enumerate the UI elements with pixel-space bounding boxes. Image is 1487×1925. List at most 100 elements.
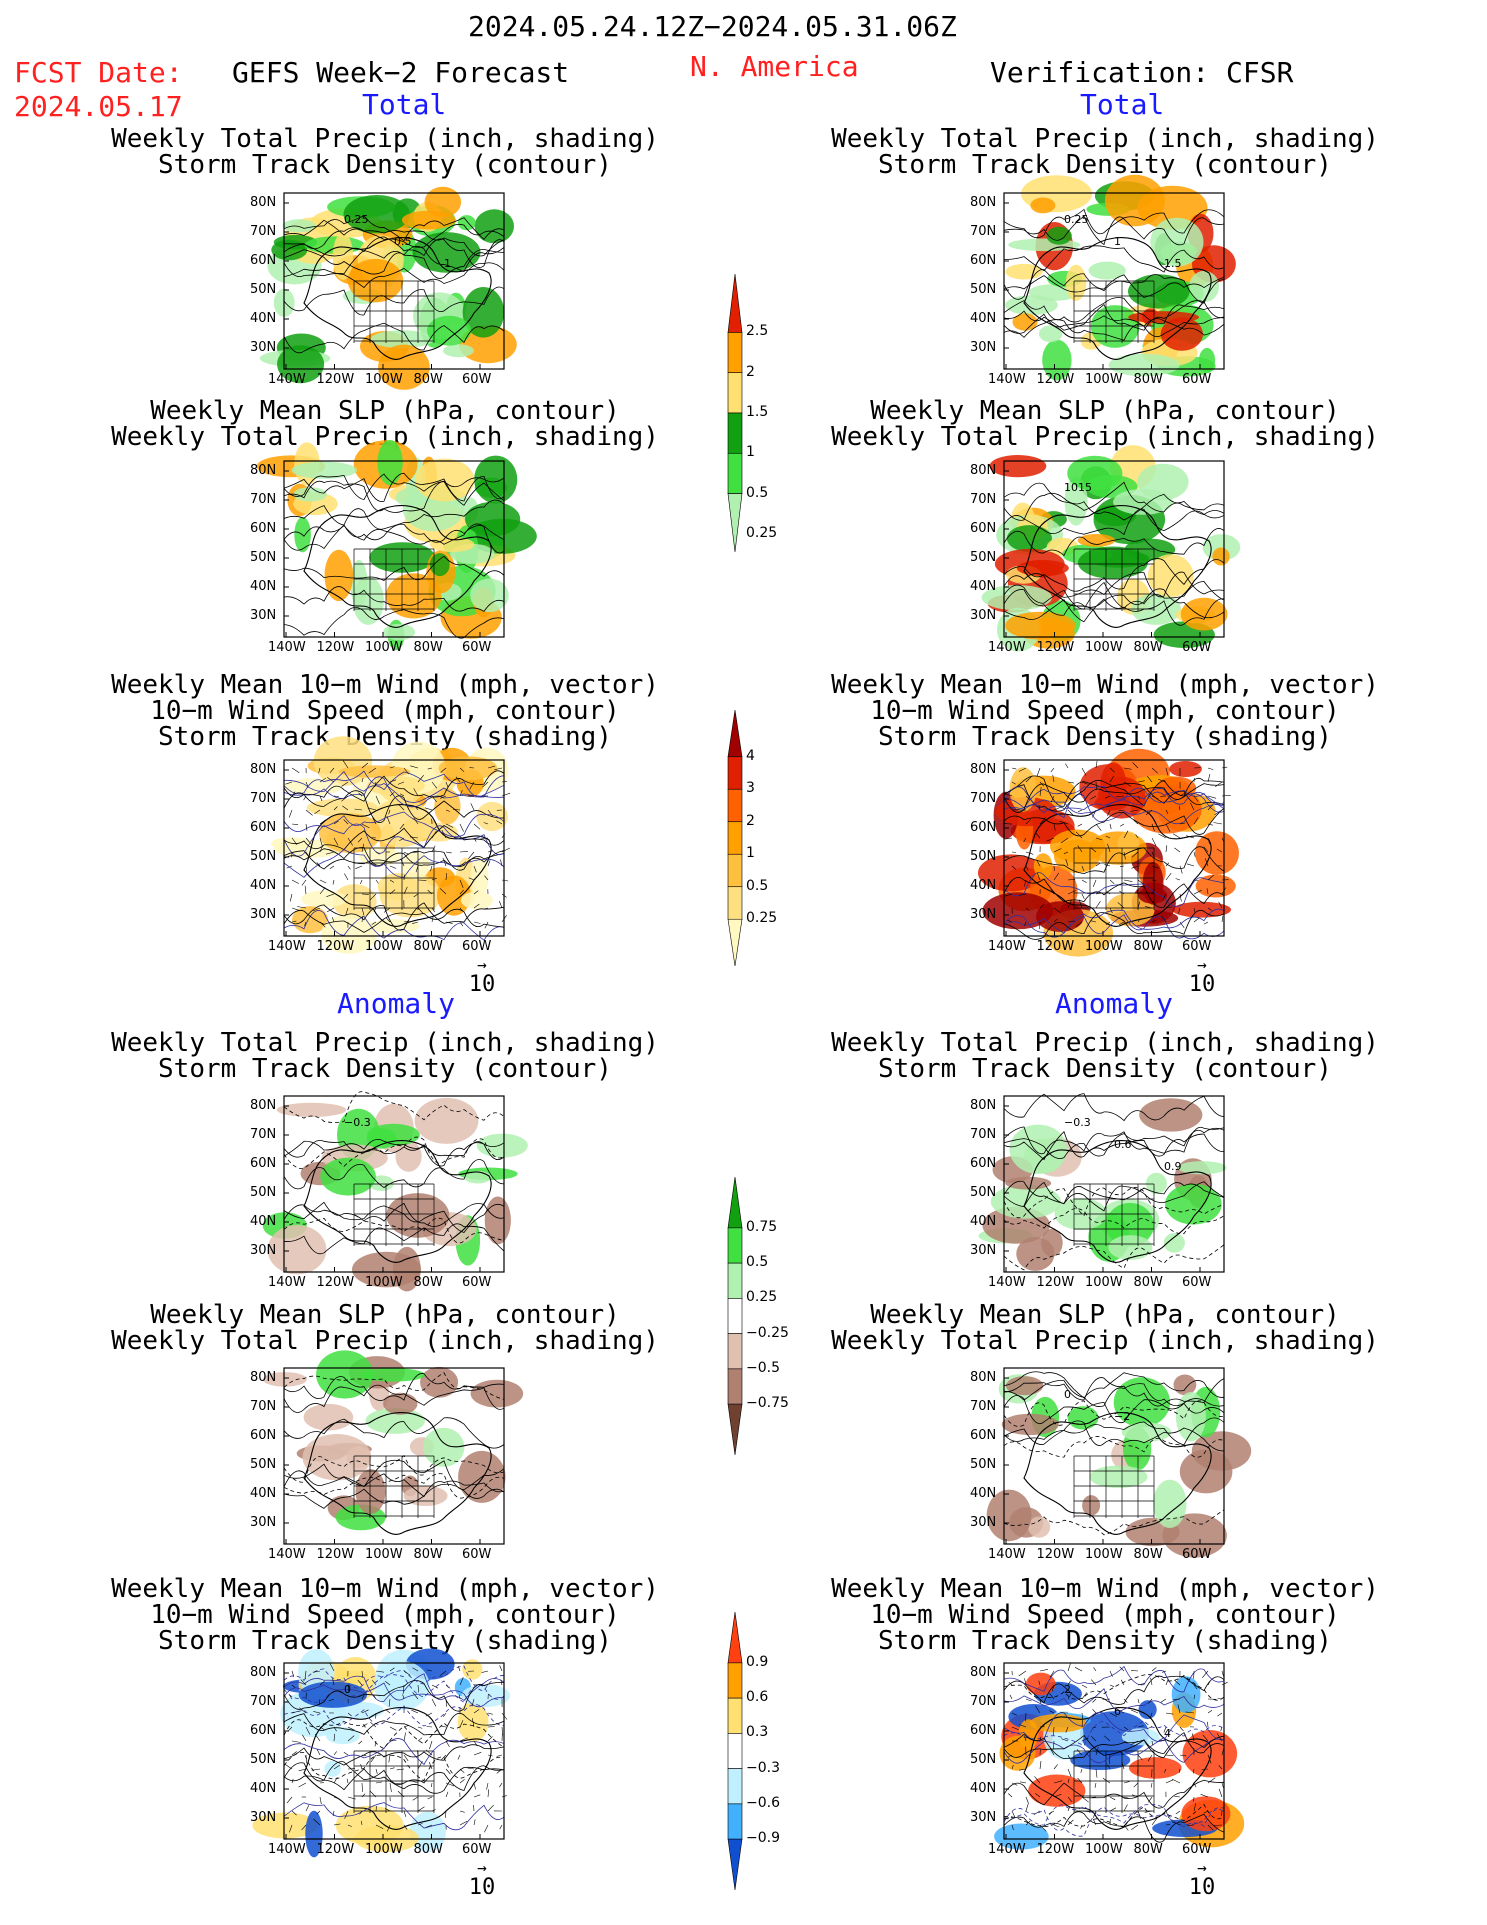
shading-region	[324, 1760, 341, 1777]
panel-title-line: Storm Track Density (contour)	[878, 150, 1332, 180]
lat-tick-label: 50N	[970, 849, 997, 864]
lat-tick-label: 80N	[970, 195, 997, 210]
colorbar-label: 1.5	[746, 404, 769, 420]
colorbar-segment	[727, 493, 743, 553]
panel-title-line: Weekly Total Precip (inch, shading)	[831, 1326, 1379, 1356]
contour-line	[1003, 1734, 1225, 1759]
colorbar-segment	[727, 918, 743, 967]
contour-line	[283, 499, 505, 530]
map-svg	[270, 736, 511, 954]
shading-region	[476, 1133, 528, 1158]
lon-tick-label: 140W	[268, 939, 306, 954]
panel-title-line: Weekly Total Precip (inch, shading)	[831, 422, 1379, 452]
vector-ref-value: 10	[1188, 1875, 1216, 1900]
shading-region	[1131, 593, 1181, 625]
panel-title-line: Weekly Mean 10−m Wind (mph, vector)	[831, 1574, 1379, 1604]
lat-tick-label: 60N	[250, 1428, 277, 1443]
shading-region	[1038, 325, 1063, 343]
map-svg: 0 −2	[986, 1367, 1252, 1558]
vector-reference: → 10	[1184, 957, 1220, 998]
vector-arrow: →	[1197, 1858, 1207, 1877]
shading-region	[1090, 305, 1140, 348]
state-boundaries	[1073, 1750, 1155, 1813]
lat-tick-label: 50N	[970, 550, 997, 565]
lat-tick-label: 30N	[970, 608, 997, 623]
contour-line	[1003, 1732, 1225, 1760]
panel-title-line: Weekly Total Precip (inch, shading)	[831, 1028, 1379, 1058]
contour-label: 4	[1164, 1727, 1171, 1740]
contour-line	[1003, 789, 1225, 814]
lon-tick-label: 80W	[413, 1547, 443, 1562]
contour-line	[1003, 1674, 1225, 1701]
map-panel	[262, 1350, 524, 1545]
contour-line	[1003, 910, 1225, 940]
lat-tick-label: 30N	[250, 340, 277, 355]
map-panel	[978, 748, 1239, 957]
contour-line	[283, 480, 505, 513]
lon-tick-label: 120W	[1036, 372, 1075, 387]
contour-line	[283, 902, 505, 931]
shading-region	[1005, 295, 1058, 315]
shading-region	[1121, 1728, 1160, 1746]
contour-line	[1003, 1380, 1225, 1407]
contour-line	[283, 262, 505, 289]
map-panel: 0.25 0.5 1	[259, 186, 517, 390]
shading-region	[470, 1379, 524, 1408]
lat-tick-label: 70N	[250, 1127, 277, 1142]
lat-tick-label: 50N	[250, 550, 277, 565]
lon-tick-label: 120W	[316, 1842, 355, 1857]
shading-region	[1153, 1479, 1187, 1528]
shading-region	[319, 813, 382, 853]
contour-line	[283, 1384, 505, 1413]
lat-tick-label: 80N	[250, 463, 277, 478]
contour-label: 0.9	[1164, 1160, 1182, 1173]
contour-line	[1003, 1400, 1225, 1427]
contour-line	[283, 1752, 505, 1782]
wind-vectors	[1003, 760, 1231, 930]
contour-label: −0.3	[344, 1116, 371, 1129]
shading-region	[365, 1407, 425, 1434]
shading-region	[313, 736, 373, 787]
colorbar-segment	[727, 1697, 743, 1734]
contour-line	[1003, 598, 1225, 626]
fcst-date-value: 2024.05.17	[14, 90, 183, 123]
shading-region	[420, 1366, 459, 1398]
map-panel	[256, 440, 537, 651]
contour-line	[283, 1470, 505, 1498]
contour-line	[1003, 208, 1225, 239]
lat-tick-label: 70N	[250, 492, 277, 507]
shading-region	[366, 1128, 397, 1149]
contour-line	[283, 1373, 505, 1401]
contour-line	[1003, 1804, 1225, 1826]
shading-region	[1145, 1172, 1167, 1194]
contour-line	[1003, 1675, 1225, 1705]
shading-region	[1025, 1672, 1056, 1696]
panel-title-line: Storm Track Density (shading)	[878, 1626, 1332, 1656]
contour-line	[1003, 1244, 1225, 1271]
shading-region	[383, 623, 416, 641]
contour-line	[1003, 1687, 1225, 1712]
contour-line	[283, 1802, 505, 1831]
contour-line	[283, 607, 505, 639]
contour-line	[1003, 508, 1225, 536]
lon-tick-label: 140W	[988, 939, 1026, 954]
panel-title-line: Weekly Mean 10−m Wind (mph, vector)	[831, 670, 1379, 700]
shading-region	[1155, 776, 1197, 800]
colorbar-segment	[727, 1403, 743, 1456]
shading-region	[424, 186, 462, 218]
contour-line	[283, 248, 505, 279]
lon-tick-label: 120W	[1036, 1547, 1075, 1562]
contour-line	[283, 908, 505, 933]
colorbar-svg	[727, 1176, 743, 1456]
contour-line	[283, 1738, 505, 1766]
contour-label: 0	[1064, 1388, 1071, 1401]
shading-region	[360, 1368, 426, 1382]
lat-tick-label: 60N	[970, 1723, 997, 1738]
lon-tick-label: 60W	[1182, 939, 1212, 954]
contour-line	[1003, 1208, 1225, 1235]
shading-region	[377, 440, 403, 486]
contour-line	[1003, 1736, 1225, 1764]
contour-label: 0	[344, 1683, 351, 1696]
panel-title-line: Storm Track Density (shading)	[878, 722, 1332, 752]
contour-line	[1003, 1187, 1225, 1219]
